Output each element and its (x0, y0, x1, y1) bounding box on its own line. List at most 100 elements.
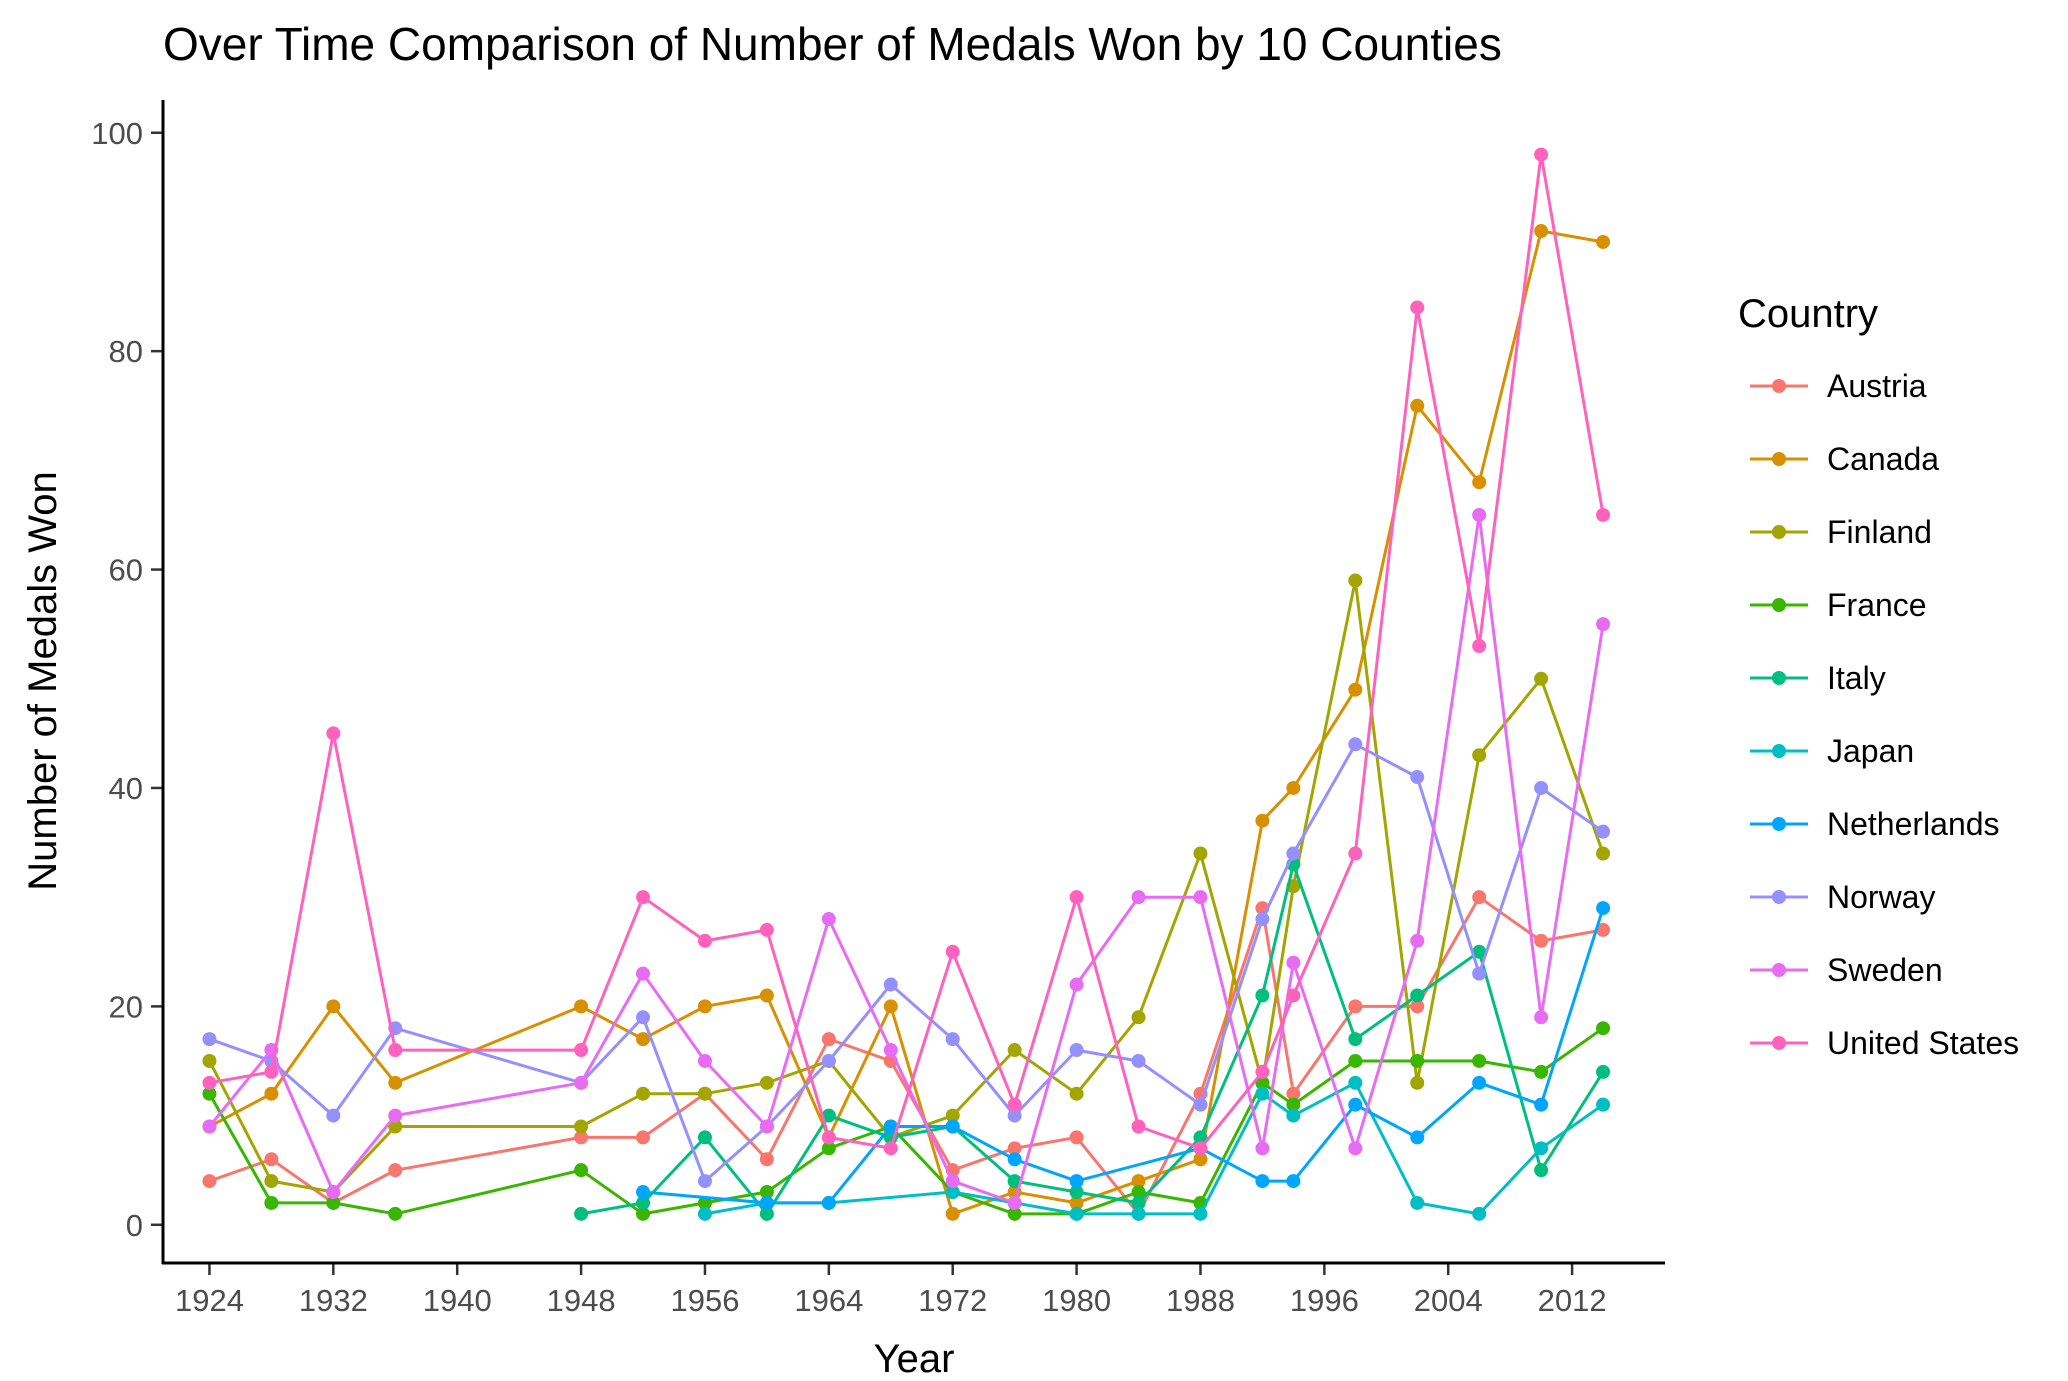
data-point-finland (759, 1075, 774, 1090)
data-point-japan (1286, 1108, 1301, 1123)
legend-label: Japan (1827, 733, 1914, 769)
data-point-italy (821, 1108, 836, 1123)
data-point-united-states (1193, 1141, 1208, 1156)
data-point-sweden (202, 1119, 217, 1134)
data-point-netherlands (1410, 1130, 1425, 1145)
data-point-united-states (636, 890, 651, 905)
data-point-united-states (1286, 988, 1301, 1003)
data-point-norway (821, 1053, 836, 1068)
data-point-canada (1534, 224, 1549, 239)
data-point-france (202, 1086, 217, 1101)
data-point-finland (1069, 1086, 1084, 1101)
data-point-austria (388, 1163, 403, 1178)
data-point-sweden (1286, 955, 1301, 970)
data-point-norway (636, 1010, 651, 1025)
legend-label: Finland (1827, 514, 1932, 550)
data-point-sweden (574, 1075, 589, 1090)
data-point-finland (1472, 748, 1487, 763)
data-point-italy (1472, 944, 1487, 959)
y-tick-label: 20 (109, 989, 143, 1024)
series-sweden (202, 507, 1611, 1210)
data-point-france (1596, 1021, 1611, 1036)
data-point-netherlands (821, 1195, 836, 1210)
data-point-sweden (326, 1185, 341, 1200)
data-point-united-states (697, 933, 712, 948)
data-point-united-states (326, 726, 341, 741)
data-point-sweden (1007, 1195, 1022, 1210)
legend-key-point (1772, 817, 1786, 831)
data-point-norway (1472, 966, 1487, 981)
data-point-france (1348, 1053, 1363, 1068)
data-point-austria (759, 1152, 774, 1167)
data-point-japan (1410, 1195, 1425, 1210)
series-line-sweden (208, 513, 1605, 1205)
data-point-finland (697, 1086, 712, 1101)
data-point-france (1007, 1206, 1022, 1221)
data-point-italy (1007, 1174, 1022, 1189)
data-point-united-states (1131, 1119, 1146, 1134)
data-point-canada (759, 988, 774, 1003)
legend-item-france: France (1750, 587, 1927, 623)
data-point-finland (264, 1174, 279, 1189)
data-point-norway (1348, 737, 1363, 752)
data-point-canada (1410, 398, 1425, 413)
data-point-austria (1472, 890, 1487, 905)
x-tick-label: 1924 (175, 1283, 244, 1318)
data-point-sweden (821, 912, 836, 927)
legend-label: France (1827, 587, 1927, 623)
data-point-austria (574, 1130, 589, 1145)
data-point-sweden (945, 1174, 960, 1189)
y-tick-label: 60 (109, 553, 143, 588)
data-point-japan (1596, 1097, 1611, 1112)
legend-item-austria: Austria (1750, 368, 1927, 404)
legend-key-point (1772, 963, 1786, 977)
legend-item-norway: Norway (1750, 879, 1935, 915)
y-axis-title: Number of Medals Won (21, 471, 65, 890)
series-finland (202, 573, 1611, 1200)
data-point-austria (1534, 933, 1549, 948)
data-point-sweden (1348, 1141, 1363, 1156)
series-line-canada (208, 229, 1604, 1216)
legend-key-point (1772, 452, 1786, 466)
legend-item-sweden: Sweden (1750, 952, 1943, 988)
data-point-norway (1131, 1053, 1146, 1068)
data-point-united-states (1534, 147, 1549, 162)
data-point-finland (1534, 671, 1549, 686)
data-point-sweden (1472, 507, 1487, 522)
legend-key-point (1772, 379, 1786, 393)
legend-key-point (1772, 1036, 1786, 1050)
legend-item-japan: Japan (1750, 733, 1914, 769)
x-tick-label: 2012 (1538, 1283, 1607, 1318)
data-point-france (1131, 1185, 1146, 1200)
data-point-sweden (1596, 617, 1611, 632)
data-point-italy (1069, 1185, 1084, 1200)
data-point-united-states (1348, 846, 1363, 861)
data-point-japan (1069, 1206, 1084, 1221)
x-tick-label: 1948 (547, 1283, 616, 1318)
data-point-italy (1534, 1163, 1549, 1178)
data-point-austria (1007, 1141, 1022, 1156)
data-point-japan (1534, 1141, 1549, 1156)
data-point-united-states (574, 1043, 589, 1058)
data-point-finland (1131, 1010, 1146, 1025)
data-point-united-states (1069, 890, 1084, 905)
data-point-canada (1255, 813, 1270, 828)
data-point-netherlands (636, 1185, 651, 1200)
legend-key-point (1772, 598, 1786, 612)
data-point-finland (202, 1053, 217, 1068)
data-point-netherlands (1069, 1174, 1084, 1189)
data-point-finland (945, 1108, 960, 1123)
data-point-united-states (1596, 507, 1611, 522)
y-tick-label: 100 (91, 116, 143, 151)
legend-key-point (1772, 744, 1786, 758)
data-point-finland (388, 1119, 403, 1134)
y-tick-label: 0 (126, 1208, 143, 1243)
data-point-austria (202, 1174, 217, 1189)
chart-title: Over Time Comparison of Number of Medals… (163, 18, 1502, 70)
data-point-canada (326, 999, 341, 1014)
data-point-united-states (945, 944, 960, 959)
x-axis-title: Year (874, 1337, 955, 1381)
data-point-japan (945, 1185, 960, 1200)
y-tick-label: 80 (109, 334, 143, 369)
